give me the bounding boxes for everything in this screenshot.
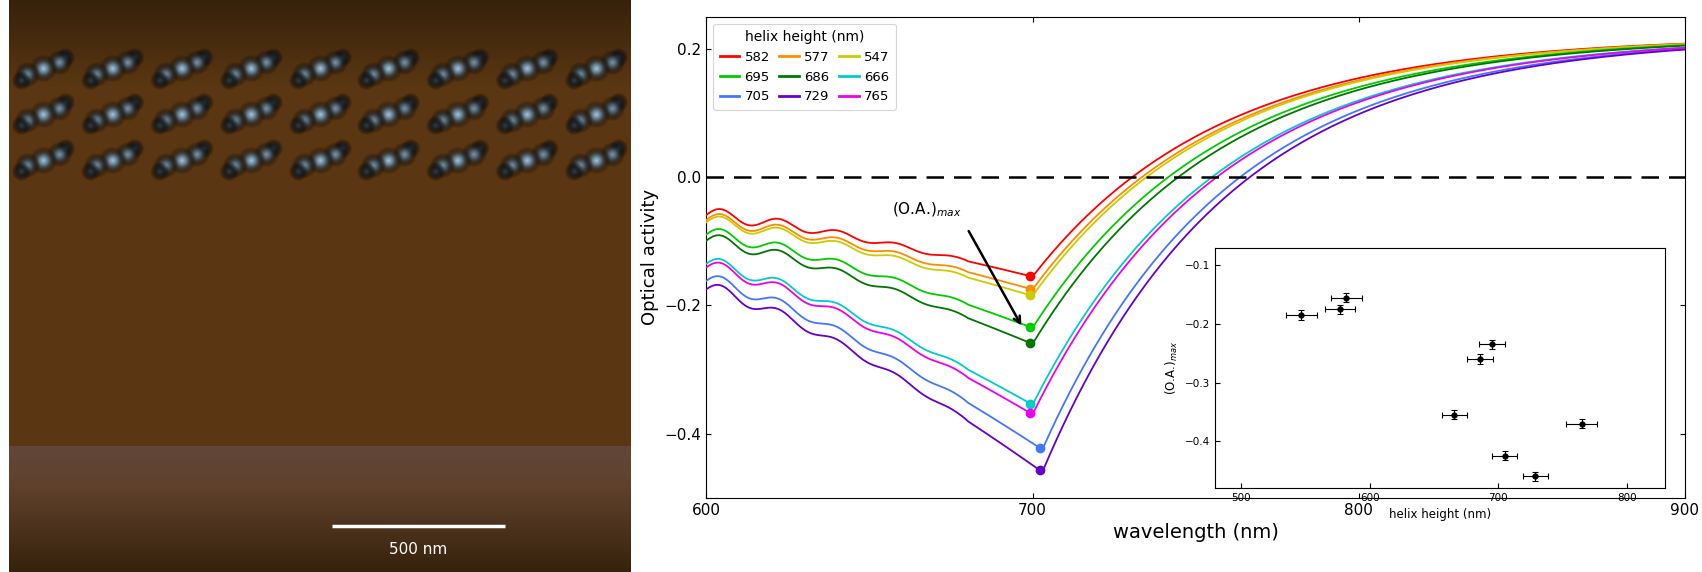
Text: 500 nm: 500 nm	[390, 542, 448, 557]
Y-axis label: Optical activity: Optical activity	[642, 189, 659, 325]
X-axis label: wavelength (nm): wavelength (nm)	[1113, 523, 1278, 542]
Legend: 582, 695, 705, 577, 686, 729, 547, 666, 765: 582, 695, 705, 577, 686, 729, 547, 666, …	[713, 24, 895, 110]
Text: (O.A.)$_{max}$: (O.A.)$_{max}$	[892, 201, 962, 219]
